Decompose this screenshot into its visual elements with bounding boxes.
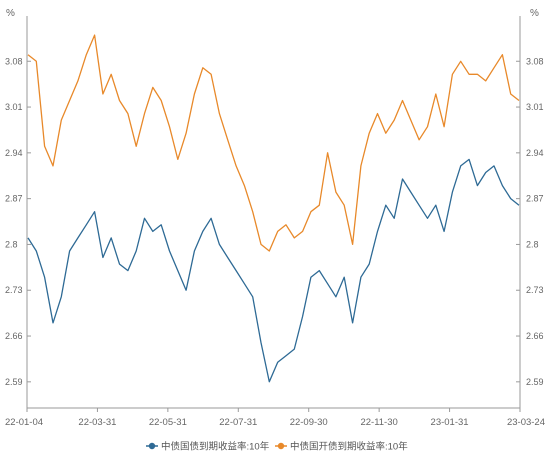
- y-tick-label-right: 2.59: [526, 377, 544, 387]
- x-tick-label: 22-01-04: [5, 417, 43, 428]
- x-tick-label: 22-05-31: [149, 417, 187, 428]
- y-tick-label-right: 2.73: [526, 285, 544, 295]
- y-tick-label-left: 3.08: [5, 56, 23, 66]
- y-tick-label-left: 2.66: [5, 331, 23, 341]
- series-line-1: [27, 158, 520, 383]
- y-tick-label-left: 3.01: [5, 102, 23, 112]
- y-tick-label-right: 3.08: [526, 56, 544, 66]
- x-tick-label: 22-11-30: [360, 417, 397, 428]
- y-tick-label-right: 2.94: [526, 148, 544, 158]
- y-tick-label-left: 2.8: [5, 239, 18, 249]
- legend: 中债国债到期收益率:10年 中债国开债到期收益率:10年: [146, 441, 408, 453]
- y-tick-label-right: 2.8: [526, 239, 539, 249]
- x-tick-label: 22-09-30: [290, 417, 328, 428]
- x-tick-label: 22-03-31: [78, 417, 116, 428]
- y-unit-left: %: [6, 8, 15, 19]
- legend-label-2: 中债国开债到期收益率:10年: [290, 441, 408, 453]
- y-tick-label-right: 3.01: [526, 102, 544, 112]
- y-tick-label-left: 2.94: [5, 148, 23, 158]
- x-tick-label: 23-03-24: [507, 417, 545, 428]
- y-tick-label-right: 2.66: [526, 331, 544, 341]
- series-layer: [27, 34, 520, 383]
- series-line-2: [27, 34, 520, 252]
- axes-layer: % % 3.08 3.08 3.01 3.01 2.94 2.94 2.87 2.87 2.8 2.8…: [5, 8, 545, 428]
- legend-marker-2: [277, 442, 285, 450]
- legend-label-1: 中债国债到期收益率:10年: [161, 441, 270, 453]
- y-unit-right: %: [530, 8, 539, 19]
- y-tick-label-left: 2.73: [5, 285, 23, 295]
- y-tick-label-right: 2.87: [526, 194, 544, 204]
- y-tick-label-left: 2.59: [5, 377, 23, 387]
- legend-marker-1: [148, 442, 156, 450]
- x-tick-label: 22-07-31: [219, 417, 257, 428]
- x-tick-label: 23-01-31: [431, 417, 469, 428]
- y-tick-label-left: 2.87: [5, 194, 23, 204]
